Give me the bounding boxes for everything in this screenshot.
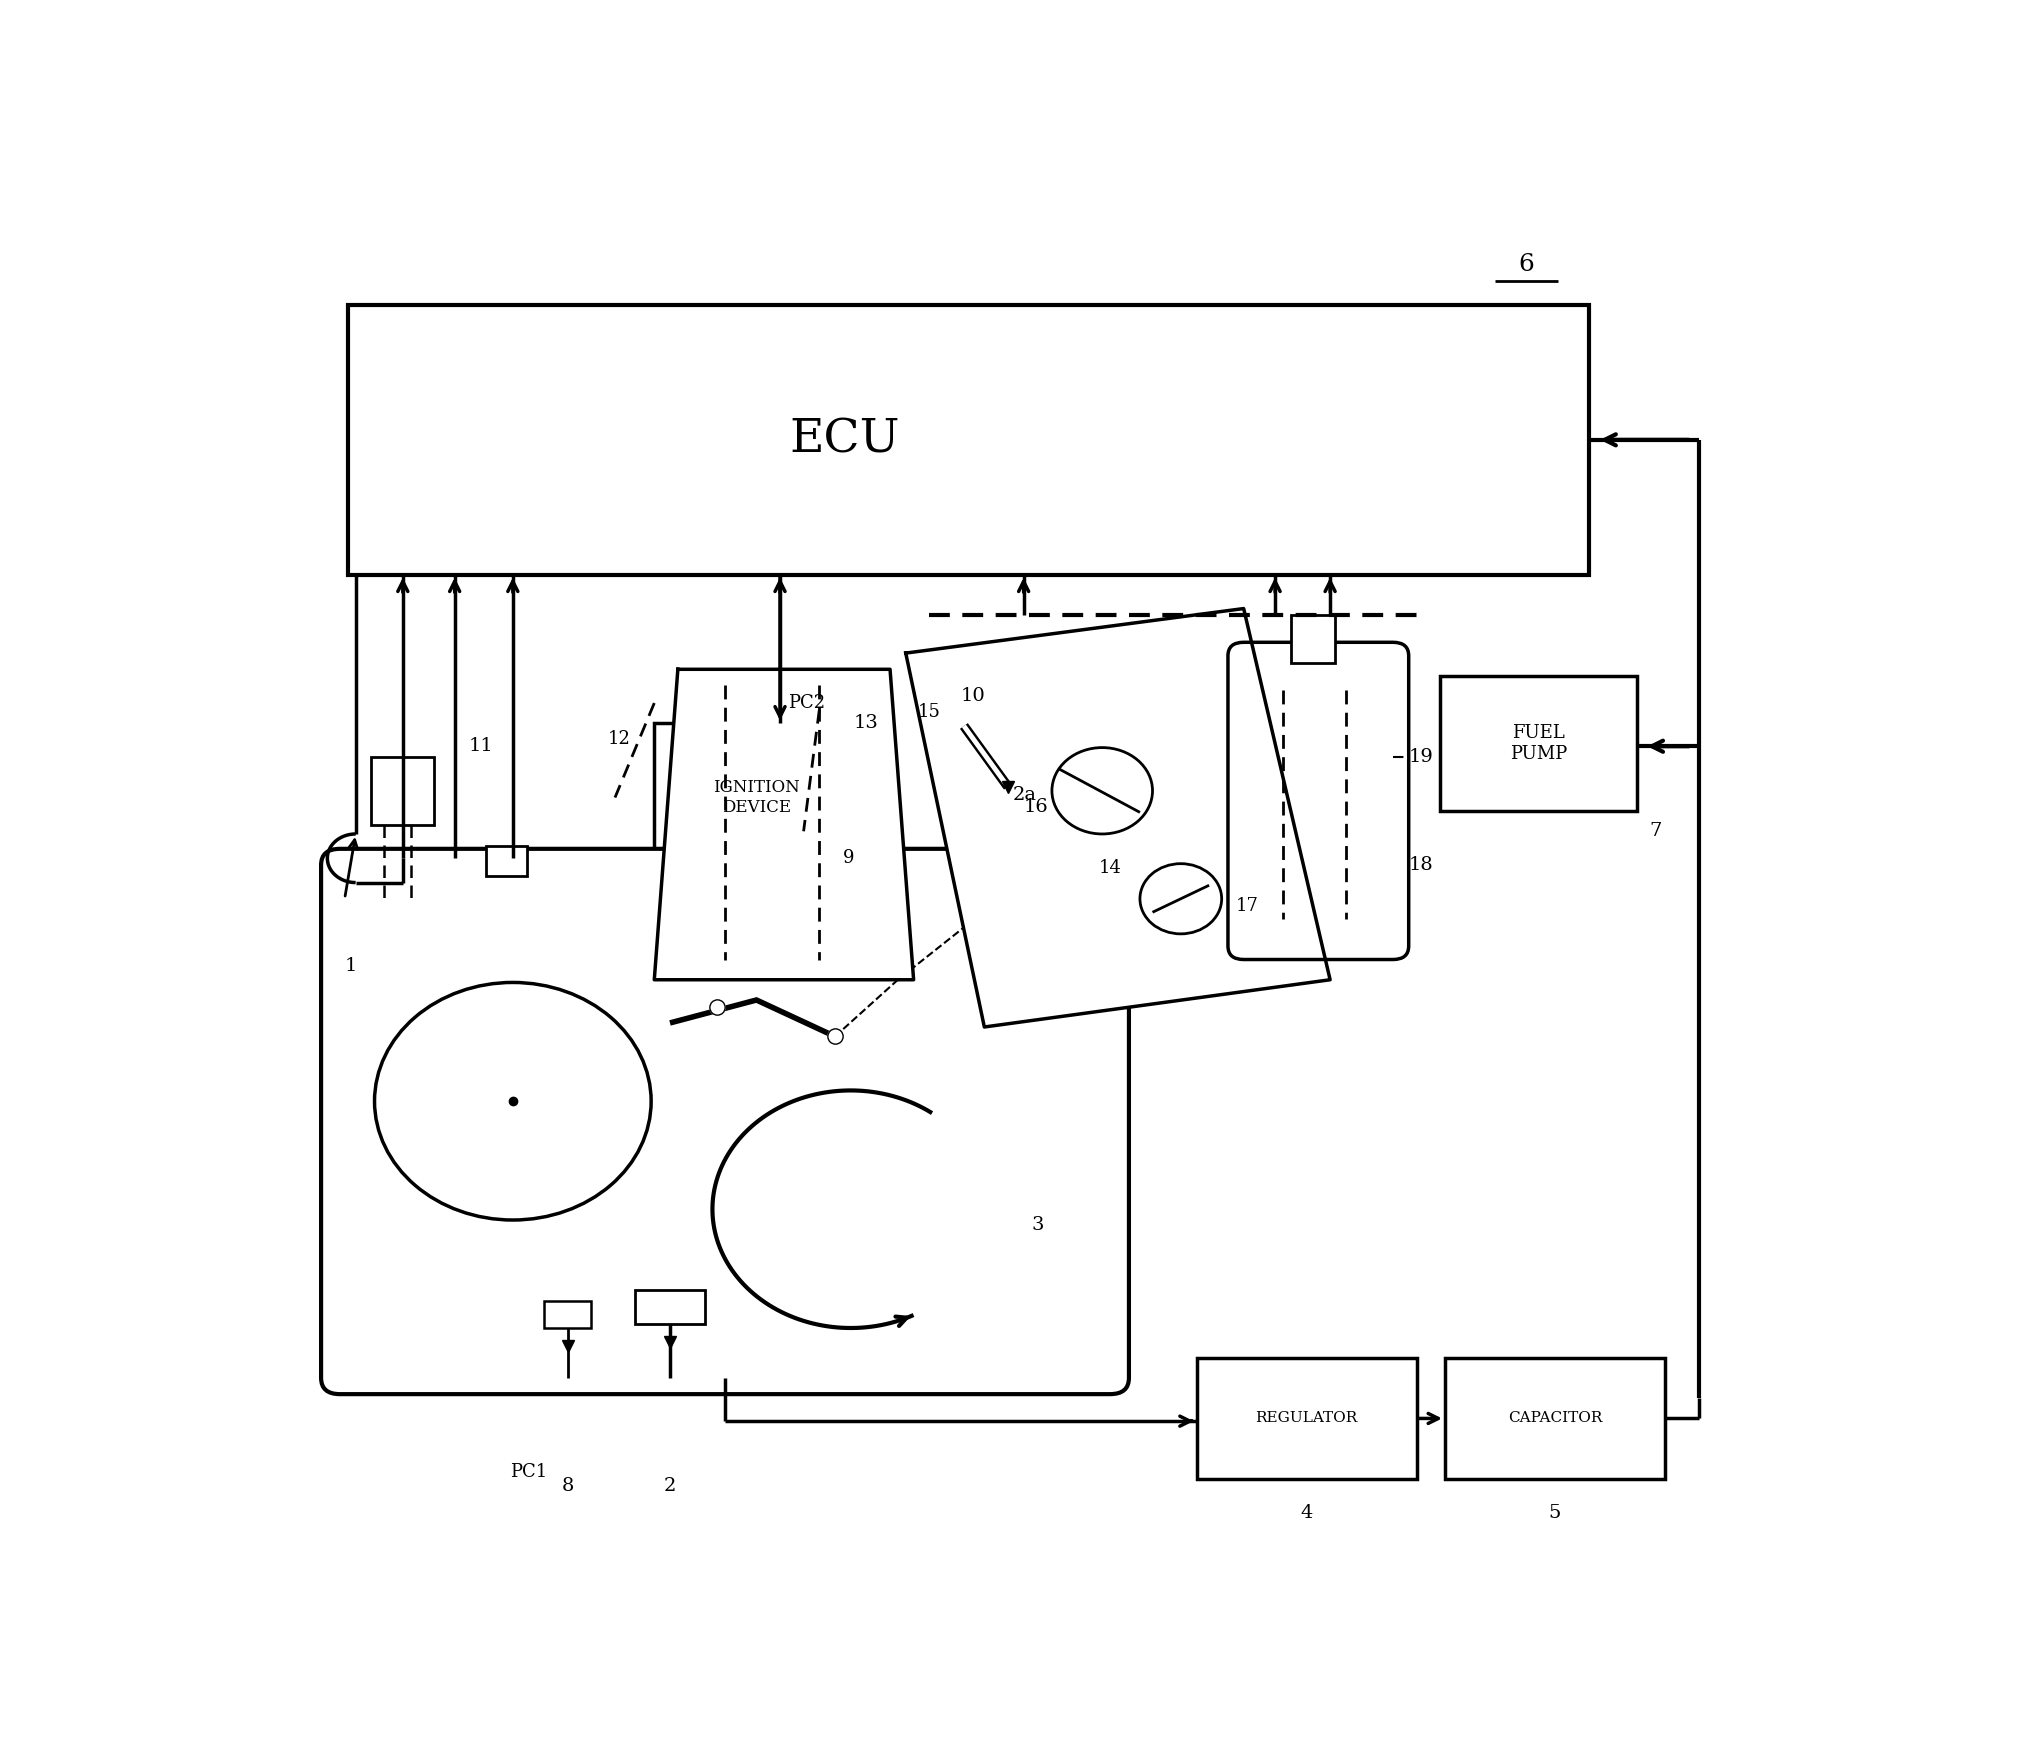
Polygon shape [907, 608, 1330, 1027]
Text: 6: 6 [1519, 252, 1535, 275]
Text: 1: 1 [345, 957, 357, 975]
Bar [655, 724, 858, 871]
FancyBboxPatch shape [320, 848, 1130, 1394]
FancyBboxPatch shape [1229, 642, 1409, 959]
Text: 2a: 2a [1012, 785, 1036, 805]
Bar [544, 1301, 592, 1329]
Bar [349, 305, 1590, 575]
Text: 19: 19 [1409, 749, 1434, 766]
Bar [487, 847, 527, 876]
Text: ECU: ECU [789, 417, 900, 463]
Text: 2: 2 [663, 1478, 675, 1495]
Text: 8: 8 [562, 1478, 574, 1495]
Bar [1292, 615, 1334, 663]
Text: 16: 16 [1024, 798, 1048, 815]
Text: PC1: PC1 [509, 1464, 548, 1481]
Circle shape [1053, 747, 1152, 834]
Text: 14: 14 [1099, 859, 1121, 876]
Text: 10: 10 [961, 687, 986, 705]
Text: 4: 4 [1300, 1504, 1312, 1522]
Bar [371, 757, 434, 824]
Text: 5: 5 [1549, 1504, 1562, 1522]
Text: IGNITION
DEVICE: IGNITION DEVICE [714, 780, 799, 815]
Bar [1440, 677, 1637, 812]
Text: 9: 9 [844, 848, 854, 868]
Bar [635, 1290, 704, 1324]
Circle shape [1140, 864, 1221, 934]
Text: 13: 13 [854, 713, 878, 733]
Polygon shape [655, 670, 913, 980]
Text: 7: 7 [1649, 822, 1661, 840]
Bar [1197, 1357, 1416, 1480]
Text: 17: 17 [1235, 896, 1259, 915]
Text: CAPACITOR: CAPACITOR [1507, 1411, 1602, 1425]
Text: FUEL
PUMP: FUEL PUMP [1509, 724, 1568, 763]
Text: 3: 3 [1032, 1217, 1044, 1234]
Bar [1444, 1357, 1665, 1480]
Text: PC2: PC2 [789, 694, 825, 712]
Text: REGULATOR: REGULATOR [1255, 1411, 1357, 1425]
Text: 11: 11 [468, 738, 493, 756]
Text: 12: 12 [608, 731, 631, 749]
Text: 18: 18 [1409, 855, 1434, 875]
Text: 15: 15 [917, 703, 941, 722]
